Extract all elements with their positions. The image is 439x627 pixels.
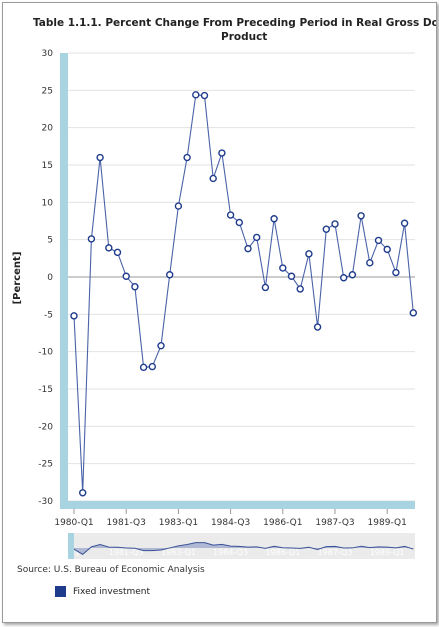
y-tick-label: 5	[47, 236, 53, 246]
data-point[interactable]	[131, 283, 139, 291]
y-tick-label: -10	[38, 348, 53, 358]
legend-label: Fixed investment	[73, 586, 151, 597]
grid-lines	[68, 52, 415, 502]
data-point[interactable]	[409, 309, 417, 317]
y-tick-label: 30	[42, 49, 54, 59]
data-point[interactable]	[139, 363, 148, 372]
data-point[interactable]	[252, 233, 261, 242]
data-point[interactable]	[113, 248, 122, 257]
navigator-label: 1987-Q3	[318, 548, 353, 557]
y-tick-label: -25	[38, 460, 53, 470]
data-point[interactable]	[165, 271, 174, 279]
y-tick-label: 25	[42, 86, 53, 96]
navigator-line	[73, 542, 414, 555]
data-point[interactable]	[70, 312, 78, 320]
navigator-label: 1984-Q3	[213, 548, 248, 557]
data-point[interactable]	[235, 218, 244, 227]
navigator-label: 1983-Q1	[161, 548, 196, 557]
data-point[interactable]	[392, 268, 400, 277]
data-point[interactable]	[305, 250, 313, 258]
navigator-label: 1986-Q1	[265, 548, 300, 557]
data-point[interactable]	[296, 285, 304, 293]
y-tick-label: 10	[42, 198, 54, 208]
navigator-background[interactable]	[68, 533, 415, 559]
data-point[interactable]	[87, 235, 96, 243]
x-tick-label: 1981-Q3	[107, 518, 146, 528]
data-point[interactable]	[183, 153, 191, 162]
navigator-area	[74, 542, 414, 555]
data-point[interactable]	[226, 211, 235, 219]
data-point[interactable]	[157, 341, 165, 350]
y-tick-label: -20	[38, 422, 53, 432]
data-point[interactable]	[331, 220, 339, 228]
data-point[interactable]	[348, 271, 357, 279]
data-point[interactable]	[200, 91, 209, 100]
data-point[interactable]	[313, 323, 322, 331]
y-tick-label: -5	[44, 310, 53, 320]
data-point[interactable]	[279, 264, 287, 272]
y-tick-label: 15	[42, 161, 53, 171]
data-point[interactable]	[270, 215, 278, 223]
legend[interactable]: Fixed investment	[55, 586, 150, 597]
chart-title-line2: Product	[221, 31, 268, 43]
data-point[interactable]	[374, 236, 383, 245]
data-point[interactable]	[244, 244, 252, 253]
data-point[interactable]	[192, 91, 200, 99]
y-tick-label: 20	[42, 124, 54, 134]
data-point[interactable]	[357, 212, 365, 220]
x-tick-label: 1984-Q3	[211, 518, 250, 528]
data-point[interactable]	[209, 174, 217, 183]
data-point[interactable]	[218, 149, 226, 157]
y-tick-label: -30	[38, 497, 53, 507]
data-point[interactable]	[174, 202, 183, 210]
navigator-label: 1981-Q3	[109, 548, 144, 557]
data-point[interactable]	[105, 244, 113, 252]
data-point[interactable]	[383, 245, 391, 254]
x-tick-label: 1989-Q1	[368, 518, 407, 528]
x-tick-label: 1987-Q3	[315, 518, 354, 528]
navigator: Q11981-Q31983-Q11984-Q31986-Q11987-Q3198…	[68, 533, 415, 559]
source-note: Source: U.S. Bureau of Economic Analysis	[17, 565, 205, 575]
data-point[interactable]	[400, 219, 409, 227]
data-point[interactable]	[322, 225, 330, 233]
x-tick-label: 1986-Q1	[263, 518, 302, 528]
data-point[interactable]	[78, 489, 87, 497]
x-tick-label: 1983-Q1	[159, 518, 198, 528]
data-point[interactable]	[148, 362, 157, 371]
y-tick-label: -15	[38, 385, 53, 395]
legend-swatch	[55, 586, 66, 597]
series-line-fixed-investment	[73, 94, 414, 493]
y-axis-band	[60, 53, 68, 501]
data-point[interactable]	[261, 283, 270, 292]
x-axis-band	[60, 501, 415, 509]
data-point[interactable]	[340, 274, 348, 282]
chart-title-line1: Table 1.1.1. Percent Change From Precedi…	[33, 17, 437, 29]
series-line-group	[70, 91, 417, 497]
x-tick-label: 1980-Q1	[54, 518, 93, 528]
data-point[interactable]	[96, 153, 104, 162]
y-axis-ticks: 30 25 20 15 10 5 0 -5 -10 -15 -20 -25 -30	[38, 49, 53, 507]
data-point[interactable]	[122, 272, 130, 280]
data-point[interactable]	[366, 259, 374, 267]
y-tick-label: 0	[47, 273, 53, 283]
navigator-label: 1989-Q1	[370, 548, 405, 557]
data-point[interactable]	[287, 272, 296, 280]
x-axis-ticks: 1980-Q1 1981-Q3 1983-Q1 1984-Q3 1986-Q1 1987-…	[54, 509, 407, 528]
y-axis-label: [Percent]	[12, 252, 23, 305]
navigator-handle[interactable]	[68, 533, 74, 559]
